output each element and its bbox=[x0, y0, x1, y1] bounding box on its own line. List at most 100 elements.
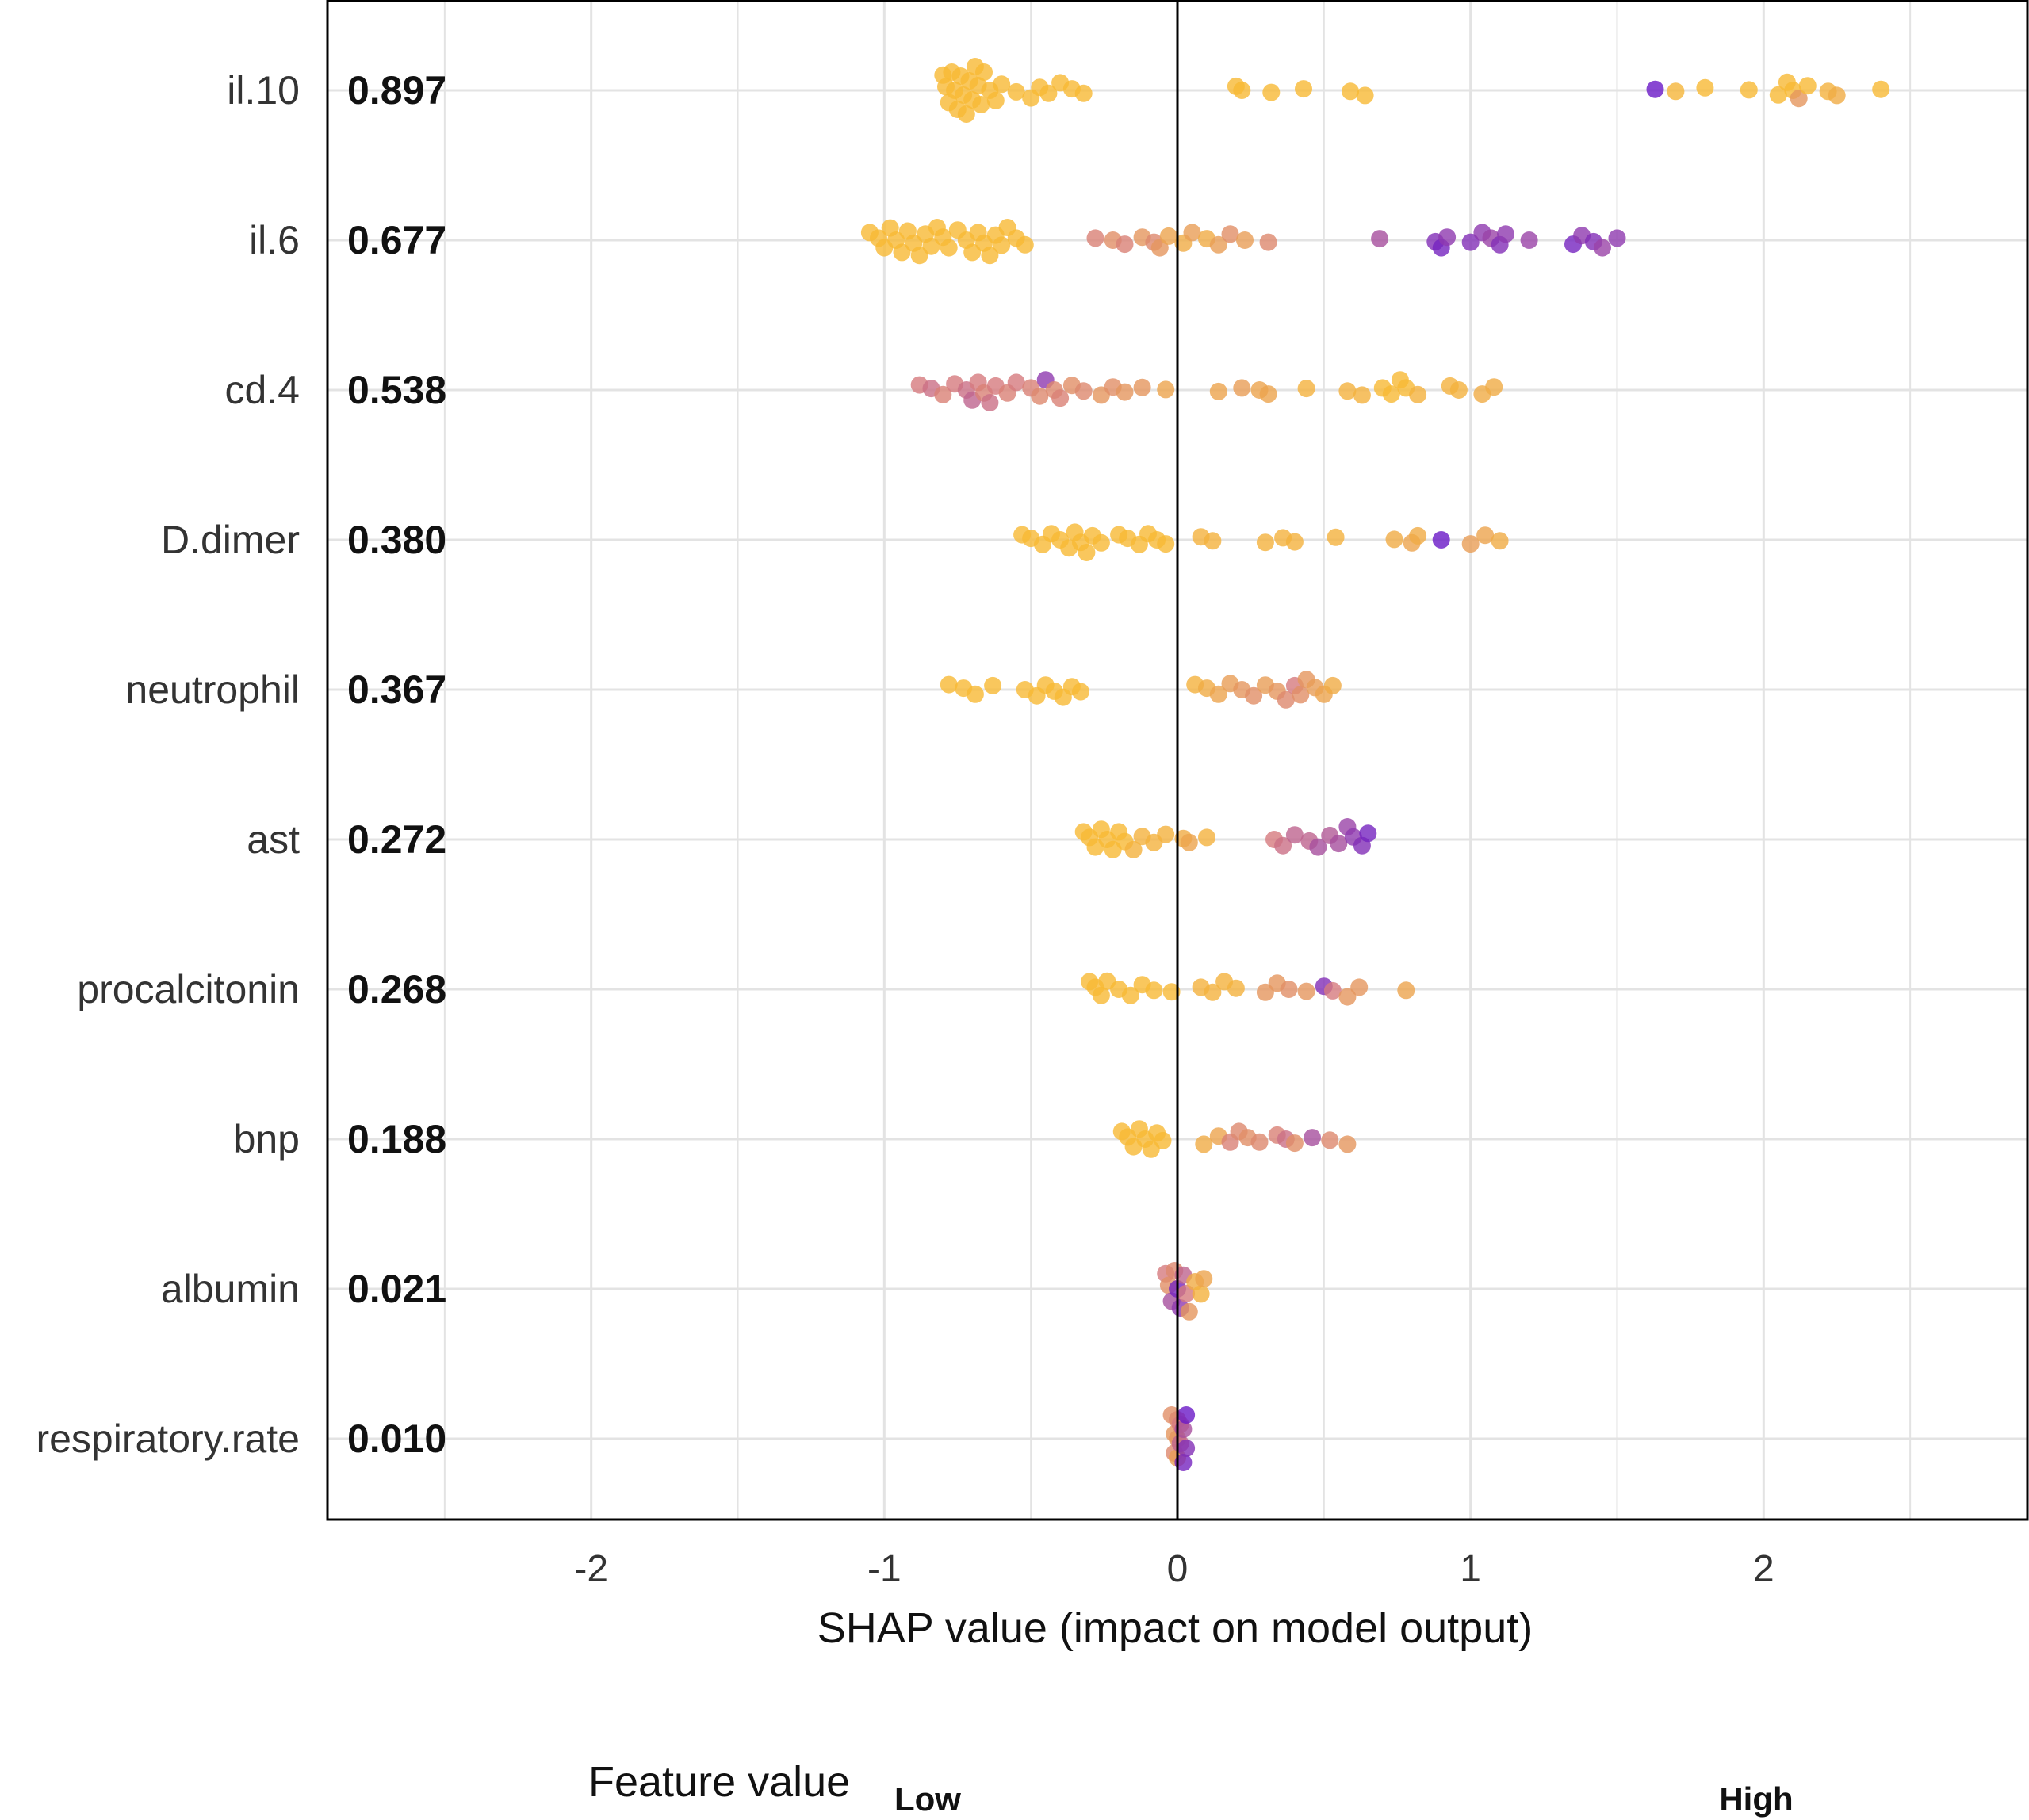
data-point bbox=[1323, 981, 1342, 1000]
feature-name-label: il.10 bbox=[227, 68, 300, 113]
data-point bbox=[1256, 983, 1274, 1001]
data-point bbox=[1007, 82, 1025, 101]
data-point bbox=[1798, 77, 1817, 95]
data-point bbox=[1092, 533, 1110, 552]
data-point bbox=[1485, 378, 1503, 396]
feature-name-label: il.6 bbox=[249, 218, 300, 262]
data-point bbox=[957, 105, 975, 123]
feature-name-label: neutrophil bbox=[125, 667, 300, 712]
data-point bbox=[934, 385, 952, 403]
data-point bbox=[893, 243, 911, 262]
data-point bbox=[1116, 235, 1134, 254]
feature-name-label: cd.4 bbox=[224, 368, 300, 412]
data-point bbox=[1872, 80, 1890, 98]
feature-importance-label: 0.367 bbox=[347, 667, 446, 712]
data-point bbox=[1209, 382, 1227, 400]
data-point bbox=[1174, 1454, 1193, 1471]
data-point bbox=[993, 75, 1011, 94]
data-point bbox=[1192, 1285, 1210, 1303]
data-point bbox=[1195, 1135, 1213, 1153]
data-point bbox=[1594, 239, 1611, 257]
data-point bbox=[1371, 230, 1389, 248]
legend-low-label: Low bbox=[894, 1780, 961, 1818]
data-point bbox=[1461, 535, 1480, 553]
feature-importance-label: 0.380 bbox=[347, 518, 446, 562]
data-point bbox=[975, 63, 993, 81]
data-point bbox=[922, 237, 940, 255]
data-point bbox=[1051, 389, 1070, 407]
x-tick-label: 0 bbox=[1167, 1548, 1189, 1590]
data-point bbox=[1338, 1135, 1357, 1153]
data-point bbox=[1256, 533, 1274, 552]
x-tick-label: 1 bbox=[1460, 1548, 1481, 1590]
data-points bbox=[860, 58, 1890, 1471]
data-point bbox=[1330, 835, 1348, 853]
data-point bbox=[940, 675, 958, 694]
data-point bbox=[986, 91, 1005, 109]
data-point bbox=[1245, 686, 1263, 705]
x-tick-label: 2 bbox=[1753, 1548, 1774, 1590]
data-point bbox=[1608, 229, 1626, 247]
data-point bbox=[1297, 982, 1315, 1000]
data-point bbox=[1157, 825, 1175, 843]
data-point bbox=[1321, 1131, 1339, 1149]
data-point bbox=[1031, 387, 1049, 405]
data-point bbox=[1769, 86, 1787, 104]
data-point bbox=[1285, 1134, 1304, 1153]
data-point bbox=[1646, 80, 1664, 98]
data-point bbox=[1285, 826, 1304, 844]
legend-title: Feature value bbox=[588, 1758, 850, 1806]
data-point bbox=[1262, 83, 1281, 101]
data-point bbox=[1449, 381, 1468, 399]
data-point bbox=[940, 239, 958, 257]
data-point bbox=[1338, 382, 1357, 400]
data-point bbox=[1432, 531, 1450, 549]
data-point bbox=[910, 247, 928, 265]
data-point bbox=[1086, 229, 1104, 247]
data-point bbox=[1154, 1131, 1172, 1149]
data-point bbox=[1209, 685, 1227, 703]
feature-name-label: albumin bbox=[161, 1267, 300, 1311]
feature-name-label: respiratory.rate bbox=[36, 1417, 300, 1461]
data-point bbox=[1438, 228, 1457, 247]
data-point bbox=[1277, 690, 1295, 709]
data-point bbox=[1072, 682, 1089, 701]
data-point bbox=[1233, 82, 1251, 99]
data-point bbox=[1250, 1133, 1269, 1151]
data-point bbox=[1280, 981, 1298, 998]
data-point bbox=[1074, 84, 1093, 102]
data-point bbox=[1016, 235, 1034, 254]
data-point bbox=[966, 685, 984, 703]
data-point bbox=[1461, 233, 1480, 251]
color-legend: Feature value Low High bbox=[588, 1735, 1794, 1818]
data-point bbox=[1327, 528, 1345, 546]
data-point bbox=[993, 236, 1011, 254]
data-point bbox=[1145, 981, 1163, 1000]
x-tick-labels: -2 -1 0 1 2 bbox=[574, 1548, 1774, 1590]
data-point bbox=[981, 394, 999, 411]
data-point bbox=[1353, 386, 1371, 404]
data-point bbox=[1227, 979, 1245, 997]
data-point bbox=[1342, 82, 1360, 101]
data-point bbox=[1350, 978, 1369, 996]
data-point bbox=[1039, 84, 1058, 102]
data-point bbox=[1116, 383, 1134, 401]
data-point bbox=[1159, 227, 1177, 245]
feature-importance-label: 0.188 bbox=[347, 1117, 446, 1161]
x-axis-title: SHAP value (impact on model output) bbox=[817, 1604, 1533, 1652]
data-point bbox=[1204, 983, 1222, 1001]
data-point bbox=[1236, 231, 1254, 249]
data-point bbox=[1790, 90, 1808, 108]
data-point bbox=[1385, 530, 1403, 549]
data-point bbox=[1309, 838, 1327, 856]
feature-importance-label: 0.538 bbox=[347, 368, 446, 412]
data-point bbox=[1007, 373, 1025, 392]
data-point bbox=[1174, 1420, 1193, 1438]
data-point bbox=[1359, 824, 1377, 843]
data-point bbox=[1124, 840, 1143, 858]
data-point bbox=[1162, 983, 1181, 1001]
data-point bbox=[1233, 379, 1251, 397]
data-point bbox=[1177, 1406, 1196, 1424]
feature-importance-label: 0.268 bbox=[347, 967, 446, 1011]
feature-labels: il.10 0.897 il.6 0.677 cd.4 0.538 D.dimer 0.380… bbox=[36, 68, 446, 1461]
